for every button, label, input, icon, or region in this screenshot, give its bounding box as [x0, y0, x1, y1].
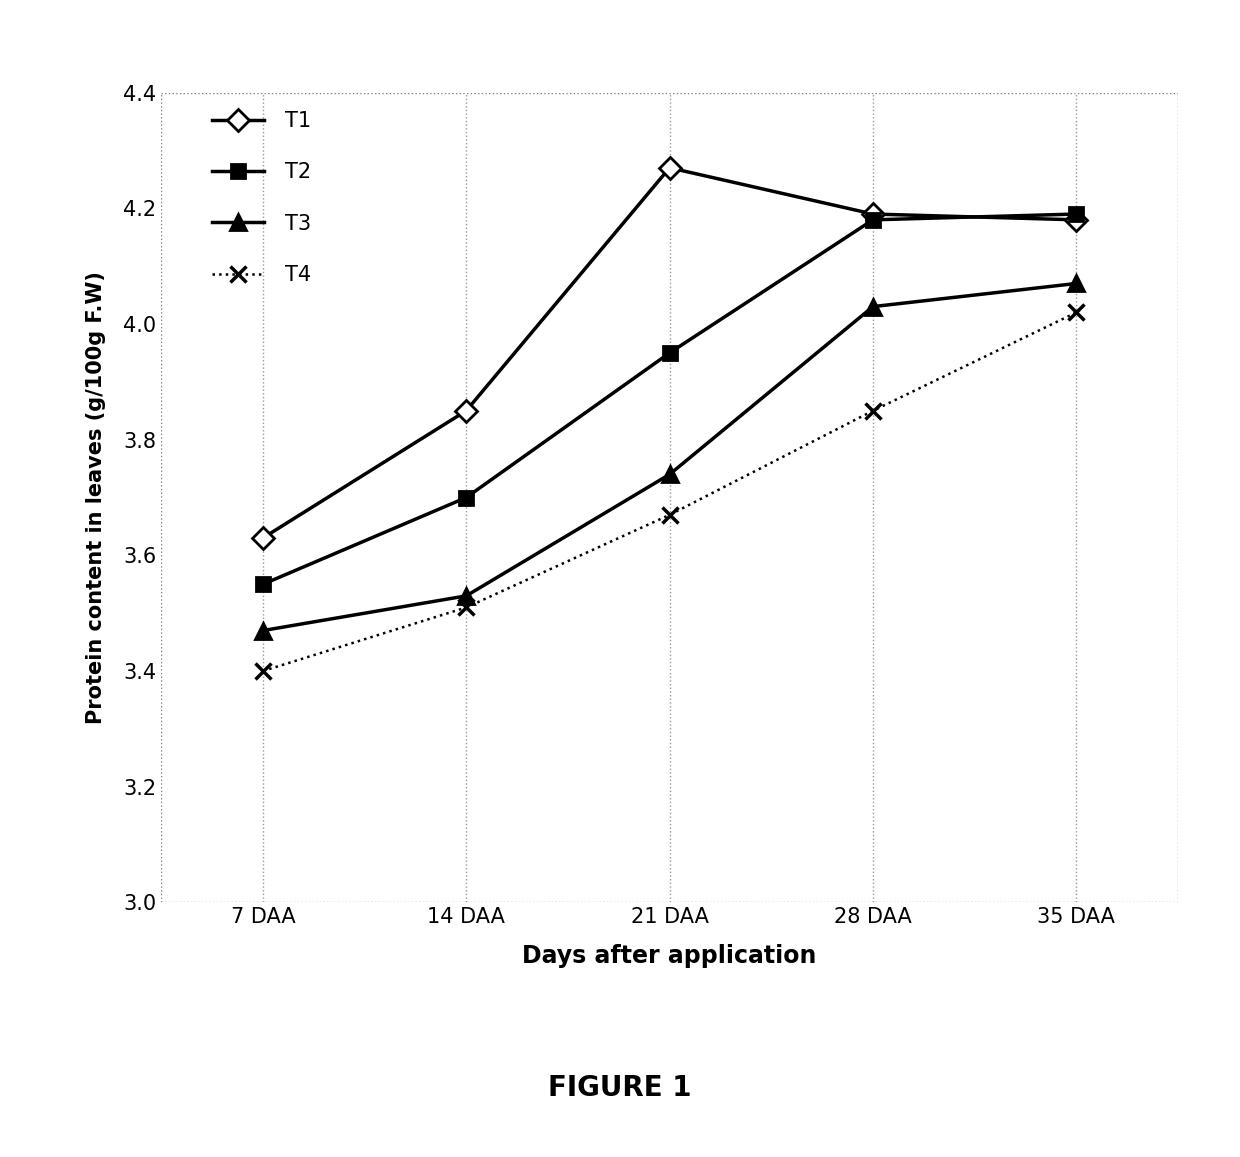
Text: FIGURE 1: FIGURE 1 [548, 1074, 692, 1101]
X-axis label: Days after application: Days after application [522, 944, 817, 968]
Legend: T1, T2, T3, T4: T1, T2, T3, T4 [212, 111, 311, 285]
Y-axis label: Protein content in leaves (g/100g F.W): Protein content in leaves (g/100g F.W) [87, 271, 107, 724]
